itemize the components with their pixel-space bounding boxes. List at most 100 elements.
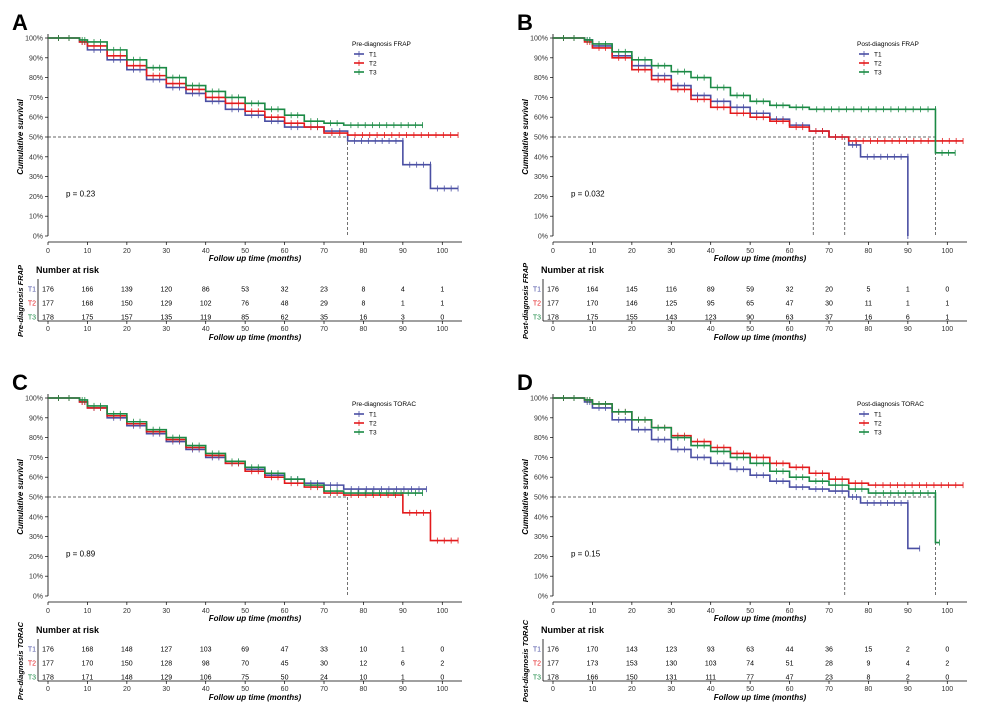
x-tick-label: 50	[746, 608, 754, 615]
risk-cell: 2	[440, 661, 444, 668]
risk-cell: 143	[665, 315, 677, 322]
y-tick-label: 50%	[534, 495, 548, 502]
legend-label-t2: T2	[369, 421, 377, 428]
risk-cell: 1	[906, 301, 910, 308]
x-tick-label: 50	[241, 248, 249, 255]
risk-cell: 69	[241, 647, 249, 654]
risk-row-label-t3: T3	[28, 675, 36, 682]
risk-x-tick-label: 0	[551, 326, 555, 333]
risk-cell: 130	[665, 661, 677, 668]
risk-cell: 129	[160, 675, 172, 682]
risk-x-tick-label: 80	[360, 686, 368, 693]
risk-cell: 153	[626, 661, 638, 668]
legend-label-t2: T2	[874, 421, 882, 428]
legend-label-t3: T3	[369, 430, 377, 437]
p-value: p = 0.15	[571, 549, 601, 558]
risk-cell: 150	[626, 675, 638, 682]
risk-x-tick-label: 90	[399, 326, 407, 333]
risk-cell: 86	[202, 287, 210, 294]
risk-x-tick-label: 100	[436, 686, 448, 693]
risk-cell: 168	[82, 647, 94, 654]
risk-x-tick-label: 0	[46, 326, 50, 333]
risk-cell: 116	[666, 287, 677, 294]
risk-cell: 4	[906, 661, 910, 668]
risk-cell: 177	[547, 661, 559, 668]
risk-cell: 50	[281, 675, 289, 682]
risk-x-tick-label: 30	[667, 326, 675, 333]
risk-cell: 98	[202, 661, 210, 668]
y-tick-label: 80%	[534, 435, 548, 442]
risk-cell: 155	[626, 315, 638, 322]
risk-cell: 29	[320, 301, 328, 308]
survival-curve-t3	[553, 397, 940, 544]
y-tick-label: 30%	[534, 174, 548, 181]
risk-cell: 3	[401, 315, 405, 322]
risk-cell: 143	[626, 647, 638, 654]
risk-cell: 37	[825, 315, 833, 322]
risk-cell: 93	[707, 647, 715, 654]
y-tick-label: 20%	[534, 554, 548, 561]
x-tick-label: 0	[46, 608, 50, 615]
risk-cell: 5	[866, 287, 870, 294]
legend-label-t2: T2	[369, 61, 377, 68]
censor-marks-t3	[58, 395, 423, 497]
y-tick-label: 30%	[29, 174, 43, 181]
risk-cell: 173	[587, 661, 599, 668]
risk-row-label-t1: T1	[28, 647, 36, 654]
x-axis-label: Follow up time (months)	[714, 614, 807, 623]
risk-cell: 6	[401, 661, 405, 668]
risk-cell: 23	[825, 675, 833, 682]
x-tick-label: 30	[667, 248, 675, 255]
x-tick-label: 100	[436, 608, 448, 615]
x-tick-label: 80	[865, 608, 873, 615]
risk-cell: 178	[42, 315, 54, 322]
x-tick-label: 70	[320, 248, 328, 255]
risk-x-tick-label: 80	[865, 686, 873, 693]
x-axis-label: Follow up time (months)	[714, 254, 807, 263]
x-tick-label: 10	[84, 608, 92, 615]
risk-row-label-t2: T2	[533, 661, 541, 668]
risk-row-label-t1: T1	[533, 647, 541, 654]
x-tick-label: 60	[281, 608, 289, 615]
risk-cell: 111	[705, 675, 716, 682]
y-tick-label: 90%	[29, 415, 43, 422]
risk-cell: 77	[746, 675, 754, 682]
legend-label-t1: T1	[369, 412, 377, 419]
risk-cell: 10	[360, 647, 368, 654]
risk-row-label-t2: T2	[28, 661, 36, 668]
x-tick-label: 100	[941, 608, 953, 615]
x-tick-label: 40	[707, 608, 715, 615]
risk-cell: 146	[626, 301, 638, 308]
risk-row-label-t3: T3	[28, 315, 36, 322]
survival-curve-t1	[48, 37, 459, 190]
y-tick-label: 0%	[538, 234, 548, 241]
risk-x-tick-label: 70	[320, 686, 328, 693]
risk-cell: 139	[121, 287, 133, 294]
y-tick-label: 60%	[534, 475, 548, 482]
risk-row-label-t2: T2	[28, 301, 36, 308]
y-tick-label: 20%	[29, 554, 43, 561]
y-axis-label: Cumulative survival	[521, 98, 530, 174]
risk-cell: 176	[547, 287, 559, 294]
risk-cell: 10	[360, 675, 368, 682]
y-tick-label: 80%	[534, 75, 548, 82]
risk-cell: 8	[866, 675, 870, 682]
risk-cell: 75	[241, 675, 249, 682]
y-tick-label: 70%	[534, 455, 548, 462]
risk-cell: 1	[945, 301, 949, 308]
risk-cell: 44	[786, 647, 794, 654]
y-tick-label: 30%	[534, 534, 548, 541]
risk-x-tick-label: 30	[667, 686, 675, 693]
risk-cell: 170	[587, 301, 599, 308]
risk-x-tick-label: 40	[707, 686, 715, 693]
risk-cell: 33	[320, 647, 328, 654]
x-tick-label: 0	[551, 248, 555, 255]
y-tick-label: 10%	[29, 574, 43, 581]
y-tick-label: 50%	[534, 135, 548, 142]
risk-cell: 166	[587, 675, 599, 682]
x-tick-label: 80	[360, 608, 368, 615]
risk-cell: 102	[200, 301, 212, 308]
x-tick-label: 40	[202, 608, 210, 615]
y-tick-label: 40%	[534, 154, 548, 161]
